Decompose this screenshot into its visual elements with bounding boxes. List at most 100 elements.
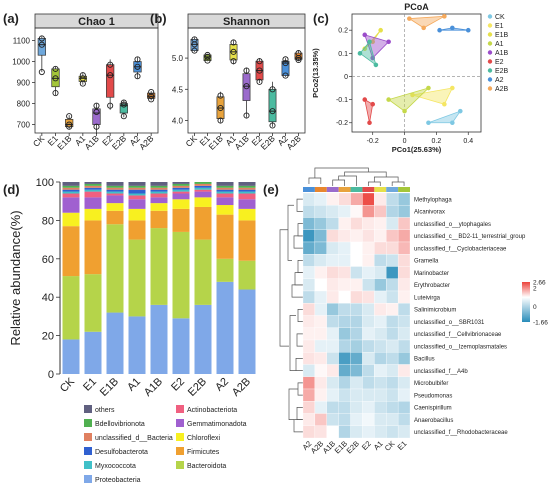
box-E2B <box>119 103 128 114</box>
heatmap-cell <box>314 205 327 218</box>
heatmap-cell <box>374 241 387 255</box>
bar-segment-Desulfobacterota <box>128 189 146 194</box>
y-tick-label: 800 <box>17 100 31 109</box>
bar-segment-Desulfobacterota <box>216 189 234 192</box>
heatmap-cell <box>302 388 316 402</box>
heatmap-cell <box>302 413 316 426</box>
heatmap-cell <box>314 327 327 341</box>
heatmap-cell <box>362 217 375 230</box>
box-A1B <box>92 108 101 125</box>
bar-segment-Desulfobacterota <box>194 185 212 188</box>
heatmap-cell <box>338 364 351 377</box>
heatmap-cell <box>397 388 411 402</box>
heatmap-cell <box>362 376 375 390</box>
heatmap-cell <box>338 388 351 402</box>
y-tick-label: 700 <box>17 121 31 130</box>
heatmap-cell <box>374 192 387 206</box>
row-label: Anaerobacillus <box>414 418 453 424</box>
heatmap-cell <box>350 425 363 439</box>
heatmap-cell <box>314 401 327 414</box>
heatmap-cell <box>397 364 411 377</box>
legend-marker <box>487 77 493 82</box>
legend-label: E2 <box>495 59 504 66</box>
bar-segment-Proteobacteria <box>216 281 234 374</box>
bar-segment-unclassified_d__Bacteria <box>194 183 212 186</box>
colorbar-tick-label: 2 <box>533 286 537 293</box>
box-A2 <box>281 60 290 76</box>
column-group-color <box>362 187 375 192</box>
heatmap-cell <box>350 413 363 426</box>
heatmap-cell <box>350 278 363 292</box>
data-point <box>243 112 250 119</box>
heatmap-cell <box>338 303 351 316</box>
bar-segment-Myxococcota <box>172 189 190 192</box>
legend-label: A1 <box>495 41 504 48</box>
point-A1 <box>386 97 391 102</box>
row-label: Caenispirillum <box>414 406 452 412</box>
heatmap-cell <box>302 229 316 243</box>
heatmap-cell <box>326 205 339 218</box>
heatmap-cell <box>386 241 399 255</box>
bar-segment-Bacteroidota <box>238 260 256 290</box>
data-point <box>79 72 86 79</box>
heatmap-cell <box>326 290 339 304</box>
heatmap-cell <box>326 425 339 439</box>
y-tick-label: 0 <box>344 74 348 81</box>
row-label: Luteivirga <box>414 295 441 301</box>
hull-E1 <box>412 87 454 105</box>
legend-marker <box>487 41 493 46</box>
point-E2 <box>370 101 376 107</box>
data-point <box>120 101 127 108</box>
legend-label: unclassified_d__Bacteria <box>95 435 173 442</box>
row-label: Microbulbifer <box>414 381 448 387</box>
colorbar-tick-label: -1.66 <box>533 320 548 327</box>
heatmap-cell <box>302 352 316 365</box>
heatmap-cell <box>338 413 351 426</box>
legend-label: Actinobacteriota <box>187 407 237 414</box>
data-point <box>107 72 114 79</box>
heatmap-cell <box>302 278 316 292</box>
heatmap-cell <box>362 241 375 255</box>
heatmap-cell <box>326 217 339 230</box>
x-tick-label: A2B <box>230 376 253 399</box>
legend-swatch <box>84 433 92 441</box>
data-point <box>93 102 100 109</box>
heatmap-cell <box>302 241 316 255</box>
heatmap-cell <box>397 192 411 206</box>
heatmap-cell <box>362 205 375 218</box>
x-tick-label: CK <box>58 375 78 395</box>
data-point <box>230 58 237 65</box>
data-point <box>38 68 45 76</box>
bar-segment-Bdellovibrionota <box>194 182 212 184</box>
row-dendrogram-branch <box>293 419 303 433</box>
point-E1B <box>362 46 368 52</box>
heatmap-cell <box>326 254 339 267</box>
heatmap-cell <box>397 290 411 304</box>
bar-segment-Firmicutes <box>216 214 234 259</box>
heatmap-cell <box>314 278 327 292</box>
point-A2B <box>442 14 447 19</box>
bar-segment-Bacteroidota <box>172 231 190 319</box>
heatmap-cell <box>326 413 339 426</box>
data-point <box>256 78 263 85</box>
bar-segment-Actinobacteriota <box>106 193 124 196</box>
data-point <box>282 60 289 67</box>
bar-segment-unclassified_d__Bacteria <box>84 185 102 188</box>
data-point <box>134 56 141 63</box>
row-dendrogram-branch <box>289 315 296 371</box>
bar-segment-others <box>106 182 124 186</box>
heatmap-cell <box>362 425 375 439</box>
data-point <box>191 36 198 43</box>
heatmap-cell <box>374 413 387 426</box>
heatmap-cell <box>302 327 316 341</box>
point-A2 <box>450 25 455 31</box>
row-label: unclassified_f__A4b <box>414 369 468 375</box>
column-label: CK <box>383 439 397 453</box>
data-point <box>134 63 141 70</box>
panel-title: Chao 1 <box>78 16 115 28</box>
row-dendrogram-branch <box>297 223 303 237</box>
column-dendrogram-branch <box>338 175 357 186</box>
data-point <box>52 65 59 72</box>
legend-label: Bdellovibrionota <box>95 421 145 428</box>
